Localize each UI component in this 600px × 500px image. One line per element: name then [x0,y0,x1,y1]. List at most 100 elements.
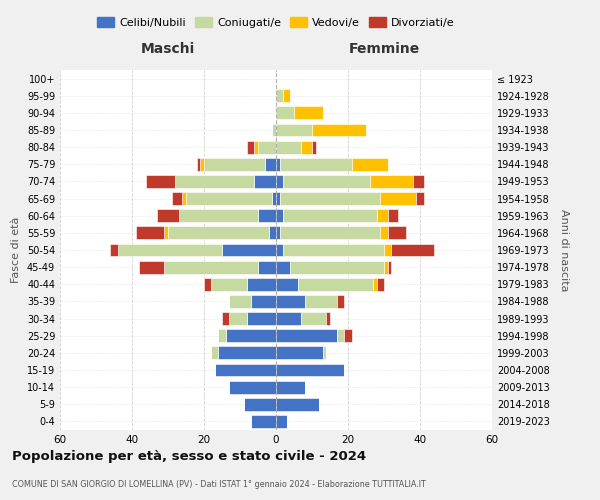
Bar [326,312,330,325]
Bar [211,346,218,360]
Bar [305,295,337,308]
Bar [222,244,276,256]
Bar [168,226,269,239]
Bar [276,260,290,274]
Bar [276,106,294,120]
Bar [283,175,370,188]
Bar [298,278,373,290]
Bar [118,244,222,256]
Bar [179,210,258,222]
Bar [416,192,424,205]
Bar [388,210,398,222]
Bar [251,415,276,428]
Bar [276,140,301,153]
Bar [283,244,384,256]
Bar [247,312,276,325]
Bar [204,278,211,290]
Bar [164,226,168,239]
Bar [157,210,179,222]
Bar [254,140,258,153]
Bar [380,226,388,239]
Bar [413,175,424,188]
Bar [211,278,247,290]
Bar [110,244,118,256]
Bar [247,278,276,290]
Bar [172,192,182,205]
Bar [276,226,280,239]
Bar [370,175,413,188]
Bar [164,260,258,274]
Bar [258,140,276,153]
Bar [254,175,276,188]
Bar [269,226,276,239]
Bar [388,226,406,239]
Bar [280,226,380,239]
Bar [301,140,312,153]
Bar [276,210,283,222]
Bar [215,364,276,376]
Bar [276,158,280,170]
Bar [352,158,388,170]
Bar [218,346,276,360]
Bar [276,244,283,256]
Bar [218,330,226,342]
Bar [373,278,377,290]
Bar [380,192,416,205]
Bar [258,260,276,274]
Bar [226,330,276,342]
Text: Popolazione per età, sesso e stato civile - 2024: Popolazione per età, sesso e stato civil… [12,450,366,463]
Bar [377,210,388,222]
Bar [280,192,380,205]
Bar [265,158,276,170]
Bar [197,158,200,170]
Bar [229,380,276,394]
Bar [384,244,391,256]
Bar [377,278,384,290]
Bar [139,260,164,274]
Bar [276,90,283,102]
Bar [276,415,287,428]
Bar [175,175,254,188]
Bar [276,364,344,376]
Bar [323,346,326,360]
Bar [200,158,204,170]
Bar [294,106,323,120]
Bar [290,260,384,274]
Bar [251,295,276,308]
Bar [258,210,276,222]
Bar [146,175,175,188]
Bar [204,158,265,170]
Bar [276,346,323,360]
Y-axis label: Anni di nascita: Anni di nascita [559,209,569,291]
Bar [276,295,305,308]
Legend: Celibi/Nubili, Coniugati/e, Vedovi/e, Divorziati/e: Celibi/Nubili, Coniugati/e, Vedovi/e, Di… [93,12,459,32]
Bar [247,140,254,153]
Bar [344,330,352,342]
Text: Femmine: Femmine [349,42,419,56]
Bar [272,192,276,205]
Bar [272,124,276,136]
Bar [280,158,352,170]
Bar [391,244,434,256]
Bar [276,380,305,394]
Bar [229,295,251,308]
Bar [312,124,366,136]
Bar [186,192,272,205]
Text: COMUNE DI SAN GIORGIO DI LOMELLINA (PV) - Dati ISTAT 1° gennaio 2024 - Elaborazi: COMUNE DI SAN GIORGIO DI LOMELLINA (PV) … [12,480,426,489]
Bar [337,330,344,342]
Bar [337,295,344,308]
Bar [229,312,247,325]
Bar [312,140,316,153]
Bar [276,312,301,325]
Bar [301,312,326,325]
Bar [276,278,298,290]
Bar [276,175,283,188]
Bar [244,398,276,410]
Bar [276,192,280,205]
Bar [136,226,164,239]
Bar [276,398,319,410]
Bar [276,330,337,342]
Bar [182,192,186,205]
Bar [283,90,290,102]
Bar [222,312,229,325]
